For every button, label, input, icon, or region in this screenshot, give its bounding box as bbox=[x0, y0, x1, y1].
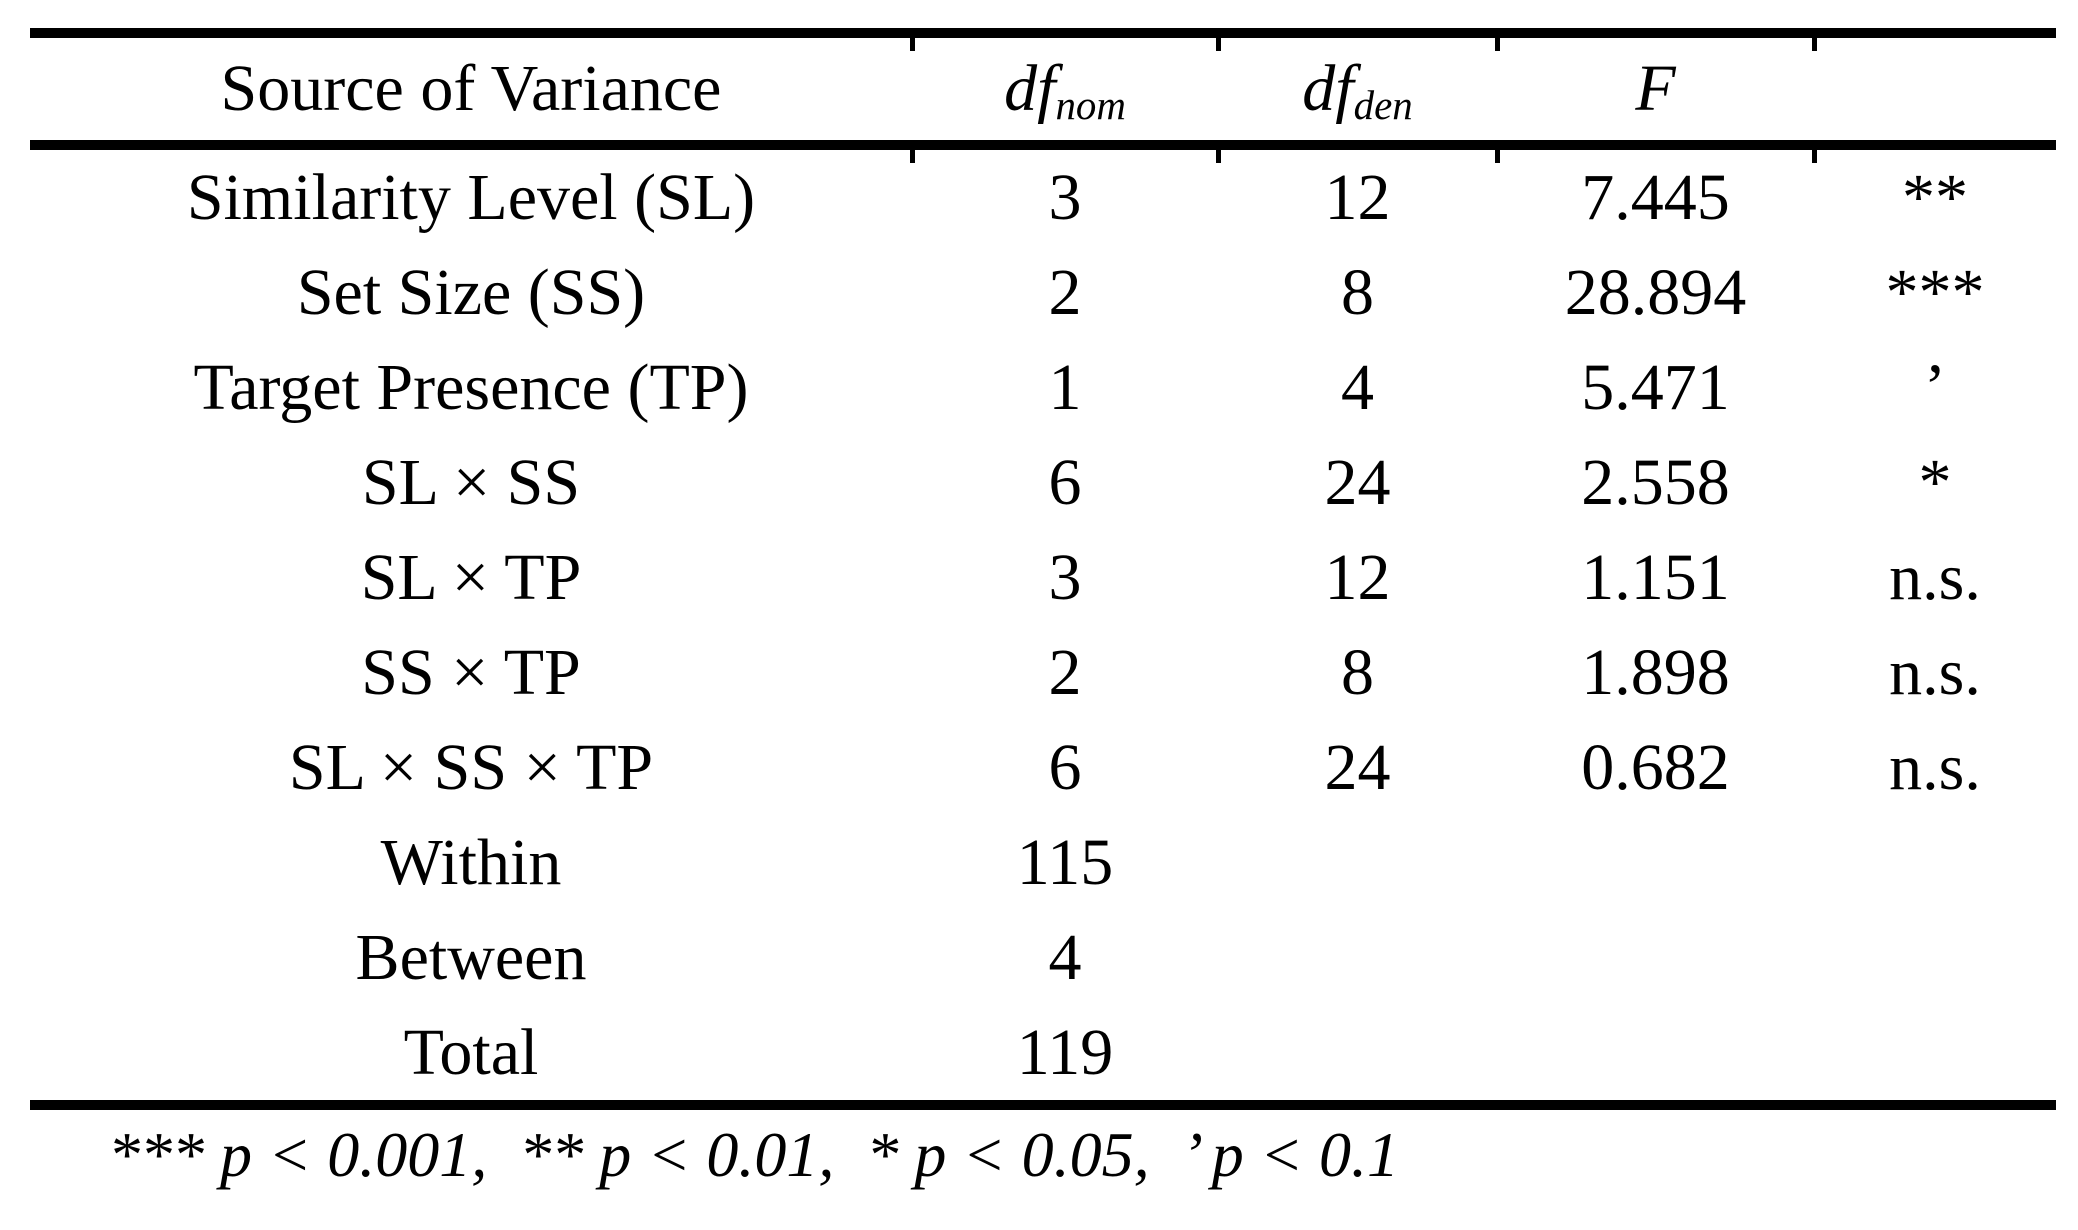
df-den-cell: 8 bbox=[1341, 255, 1374, 329]
significance-cell: * bbox=[1918, 445, 1952, 519]
significance-cell bbox=[1814, 815, 2056, 910]
source-cell: Between bbox=[355, 920, 587, 994]
f-value-cell: 2.558 bbox=[1581, 445, 1730, 519]
df-den-cell: 24 bbox=[1324, 730, 1391, 804]
df-nom-cell: 4 bbox=[1048, 920, 1082, 994]
df-nom-cell: 115 bbox=[1016, 825, 1114, 899]
table-row-sl-tp: SL × TP 3 12 1.151 n.s. bbox=[30, 530, 2056, 625]
header-source-of-variance: Source of Variance bbox=[220, 52, 722, 125]
column-boundary-tick bbox=[1495, 150, 1500, 163]
table-row-within: Within 115 bbox=[30, 815, 2056, 910]
table-bottom-rule bbox=[30, 1100, 2056, 1110]
significance-cell bbox=[1814, 910, 2056, 1005]
table-row-between: Between 4 bbox=[30, 910, 2056, 1005]
column-boundary-tick bbox=[1812, 38, 1817, 51]
column-boundary-tick bbox=[1216, 38, 1221, 51]
df-nom-cell: 2 bbox=[1048, 635, 1082, 709]
df-den-cell bbox=[1218, 815, 1497, 910]
column-boundary-tick bbox=[910, 38, 915, 51]
column-boundary-tick bbox=[910, 150, 915, 163]
table-row-total: Total 119 bbox=[30, 1005, 2056, 1100]
df-label: df bbox=[1004, 52, 1056, 125]
source-cell: Within bbox=[380, 825, 562, 899]
df-den-cell: 12 bbox=[1324, 160, 1391, 234]
df-nom-cell: 119 bbox=[1016, 1015, 1114, 1089]
table-row-target-presence: Target Presence (TP) 1 4 5.471 ’ bbox=[30, 340, 2056, 435]
source-cell: Similarity Level (SL) bbox=[186, 160, 756, 234]
table-header-row: Source of Variance dfnom dfden F bbox=[30, 38, 2056, 140]
df-nom-cell: 6 bbox=[1048, 445, 1082, 519]
df-den-cell: 8 bbox=[1341, 635, 1374, 709]
significance-cell bbox=[1814, 1005, 2056, 1100]
df-den-cell bbox=[1218, 910, 1497, 1005]
f-value-cell: 5.471 bbox=[1581, 350, 1730, 424]
f-value-cell: 0.682 bbox=[1581, 730, 1730, 804]
header-f-statistic: F bbox=[1635, 52, 1676, 125]
column-boundary-tick bbox=[1812, 150, 1817, 163]
header-divider-rule bbox=[30, 140, 2056, 163]
df-den-cell bbox=[1218, 1005, 1497, 1100]
significance-footnote: *** p < 0.001, ** p < 0.01, * p < 0.05, … bbox=[108, 1119, 1399, 1190]
header-df-nom: dfnom bbox=[912, 38, 1218, 140]
df-nom-cell: 6 bbox=[1048, 730, 1082, 804]
source-cell: SL × SS × TP bbox=[288, 730, 654, 804]
anova-table: Source of Variance dfnom dfden F Similar… bbox=[30, 28, 2056, 1190]
source-cell: SL × TP bbox=[360, 540, 582, 614]
f-value-cell bbox=[1497, 1005, 1814, 1100]
df-label: df bbox=[1302, 52, 1354, 125]
significance-cell: ** bbox=[1902, 160, 1968, 234]
f-value-cell: 7.445 bbox=[1581, 160, 1730, 234]
f-value-cell: 1.898 bbox=[1581, 635, 1730, 709]
df-nom-cell: 3 bbox=[1048, 540, 1082, 614]
significance-cell: n.s. bbox=[1889, 730, 1981, 804]
table-row-sl-ss: SL × SS 6 24 2.558 * bbox=[30, 435, 2056, 530]
source-cell: SL × SS bbox=[361, 445, 581, 519]
column-boundary-tick bbox=[1216, 150, 1221, 163]
df-nom-subscript: nom bbox=[1055, 83, 1126, 128]
source-cell: SS × TP bbox=[361, 635, 581, 709]
df-nom-cell: 3 bbox=[1048, 160, 1082, 234]
header-df-den: dfden bbox=[1218, 38, 1497, 140]
column-boundary-tick bbox=[1495, 38, 1500, 51]
df-nom-cell: 2 bbox=[1048, 255, 1082, 329]
f-value-cell: 1.151 bbox=[1581, 540, 1730, 614]
table-top-rule bbox=[30, 28, 2056, 51]
df-den-cell: 4 bbox=[1341, 350, 1374, 424]
f-value-cell bbox=[1497, 910, 1814, 1005]
table-row-similarity-level: Similarity Level (SL) 3 12 7.445 ** bbox=[30, 150, 2056, 245]
table-row-ss-tp: SS × TP 2 8 1.898 n.s. bbox=[30, 625, 2056, 720]
source-cell: Set Size (SS) bbox=[296, 255, 646, 329]
f-value-cell: 28.894 bbox=[1564, 255, 1747, 329]
significance-cell: n.s. bbox=[1889, 540, 1981, 614]
header-significance bbox=[1814, 38, 2056, 140]
df-den-cell: 12 bbox=[1324, 540, 1391, 614]
df-den-subscript: den bbox=[1353, 83, 1413, 128]
significance-cell: n.s. bbox=[1889, 635, 1981, 709]
source-cell: Total bbox=[403, 1015, 539, 1089]
df-den-cell: 24 bbox=[1324, 445, 1391, 519]
f-value-cell bbox=[1497, 815, 1814, 910]
table-row-set-size: Set Size (SS) 2 8 28.894 *** bbox=[30, 245, 2056, 340]
source-cell: Target Presence (TP) bbox=[193, 350, 749, 424]
df-nom-cell: 1 bbox=[1048, 350, 1082, 424]
table-row-sl-ss-tp: SL × SS × TP 6 24 0.682 n.s. bbox=[30, 720, 2056, 815]
significance-cell: *** bbox=[1885, 255, 1985, 329]
significance-cell: ’ bbox=[1924, 350, 1946, 424]
